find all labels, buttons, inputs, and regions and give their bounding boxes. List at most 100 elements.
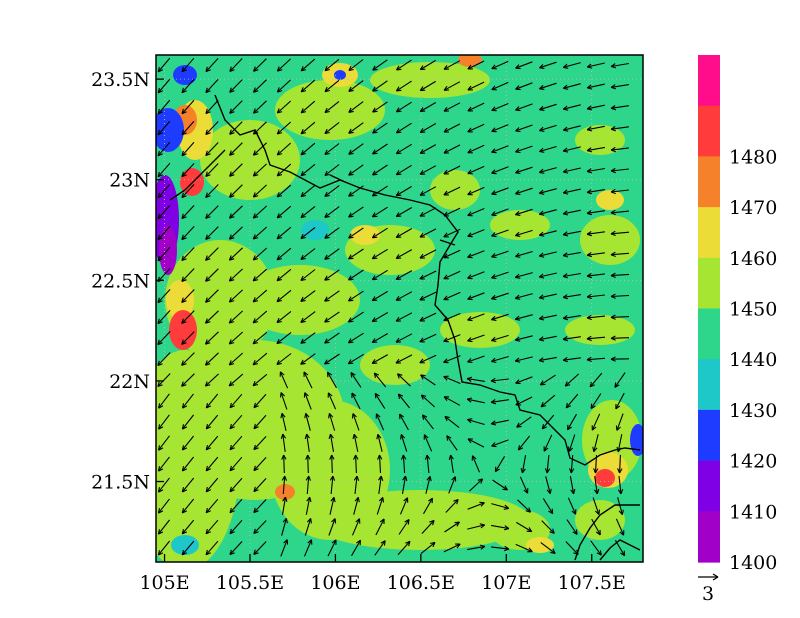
- wind-vector: [376, 433, 383, 452]
- lat-tick-label: 23N: [109, 170, 150, 192]
- wind-vector: [398, 519, 410, 535]
- wind-vector: [324, 143, 340, 156]
- wind-vector: [371, 227, 388, 239]
- wind-vector: [252, 289, 268, 303]
- wind-vector: [300, 163, 316, 177]
- colorbar-swatch: [698, 55, 720, 107]
- wind-vector: [300, 205, 316, 219]
- wind-vector: [538, 230, 557, 237]
- wind-vector: [516, 416, 532, 428]
- wind-vector: [229, 541, 243, 556]
- field-patch: [275, 80, 385, 140]
- wind-vector: [371, 354, 389, 364]
- wind-vector: [443, 81, 461, 91]
- wind-vector: [586, 146, 605, 153]
- wind-vector: [252, 331, 268, 345]
- wind-vector: [443, 60, 461, 70]
- wind-vector: [492, 479, 508, 491]
- wind-vector: [228, 268, 243, 282]
- wind-vector: [305, 475, 312, 495]
- wind-vector: [467, 60, 485, 70]
- wind-vector: [591, 413, 601, 431]
- wind-vector: [372, 101, 388, 113]
- wind-vector: [514, 272, 533, 279]
- field-patch: [575, 125, 625, 155]
- wind-vector: [539, 61, 557, 70]
- wind-vector: [562, 315, 581, 321]
- wind-vector: [276, 142, 292, 156]
- wind-vector: [205, 498, 219, 514]
- wind-vector: [276, 247, 292, 261]
- wind-vector: [181, 78, 195, 94]
- wind-vector: [520, 455, 527, 474]
- wind-vector: [181, 310, 195, 324]
- colorbar-swatch: [698, 409, 720, 462]
- wind-vector: [281, 496, 288, 515]
- field-patch: [173, 65, 197, 85]
- wind-vector: [300, 311, 316, 323]
- wind-vector: [395, 185, 412, 197]
- wind-vector: [253, 478, 267, 493]
- longitude-axis: 105E 105.5E 106E 106.5E 107E 107.5E: [139, 554, 626, 594]
- wind-vector: [467, 229, 485, 238]
- wind-vector: [443, 355, 461, 364]
- wind-vector: [157, 204, 171, 220]
- wind-vector: [586, 251, 605, 258]
- wind-vector: [515, 103, 533, 112]
- wind-vector: [395, 207, 413, 218]
- wind-vector: [562, 62, 581, 69]
- wind-vector: [371, 290, 388, 302]
- wind-vector: [590, 393, 602, 409]
- wind-vector: [423, 497, 434, 515]
- wind-vector: [491, 124, 509, 133]
- wind-vector: [515, 250, 533, 258]
- wind-vector: [562, 336, 581, 342]
- wind-vector: [567, 434, 576, 452]
- wind-vector: [303, 539, 313, 557]
- wind-vector: [539, 374, 556, 386]
- wind-vector: [448, 476, 457, 494]
- wind-vector: [324, 79, 340, 93]
- wind-vector: [252, 352, 268, 366]
- wind-vector: [514, 314, 533, 321]
- wind-vector: [565, 393, 579, 409]
- field-patch: [171, 535, 199, 555]
- field-patch: [490, 210, 550, 240]
- wind-vector: [419, 291, 437, 301]
- wind-vector: [252, 310, 268, 324]
- wind-vector: [443, 270, 461, 280]
- wind-vector: [610, 356, 630, 362]
- wind-vector: [327, 392, 337, 410]
- wind-vector: [157, 498, 170, 514]
- wind-vector: [348, 206, 364, 218]
- reference-vector: 3: [698, 573, 719, 605]
- wind-vector: [348, 185, 364, 197]
- wind-vector: [615, 392, 625, 410]
- wind-vector: [586, 356, 606, 363]
- wind-vector: [420, 374, 436, 386]
- wind-vector: [252, 268, 268, 282]
- colorbar-label: 1450: [729, 299, 777, 321]
- wind-vector: [586, 210, 605, 216]
- wind-vector: [300, 226, 316, 240]
- wind-vector: [399, 497, 409, 515]
- wind-vector: [375, 518, 385, 536]
- colorbar-label: 1440: [729, 349, 777, 371]
- wind-vector: [395, 164, 412, 176]
- wind-vector: [276, 289, 292, 303]
- wind-vector: [324, 121, 340, 135]
- wind-vector: [181, 247, 195, 262]
- wind-vector: [545, 476, 552, 495]
- wind-vector: [324, 248, 340, 260]
- wind-vector: [539, 103, 557, 111]
- wind-vector: [252, 79, 267, 93]
- wind-vector: [329, 496, 336, 515]
- wind-vector: [419, 80, 436, 92]
- wind-vector: [351, 413, 360, 431]
- wind-vector: [515, 166, 533, 175]
- wind-vector: [540, 542, 556, 554]
- wind-vector: [181, 519, 195, 535]
- wind-vector: [300, 142, 316, 156]
- wind-vector: [205, 205, 219, 219]
- wind-vector: [205, 393, 219, 409]
